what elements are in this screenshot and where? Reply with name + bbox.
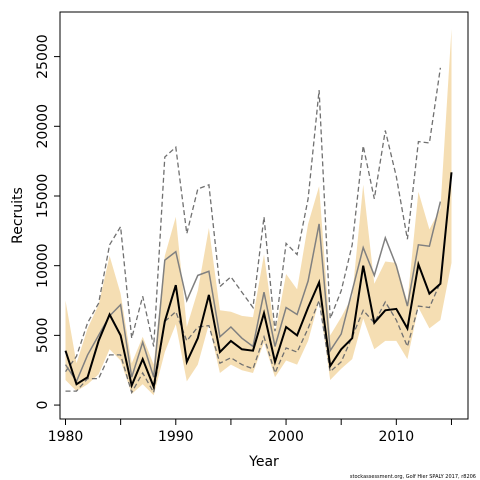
- y-tick-label: 15000: [35, 174, 51, 219]
- x-tick-label: 2010: [379, 429, 415, 445]
- comparison-line: [64, 201, 442, 383]
- confidence-band: [65, 28, 452, 396]
- y-tick-label: 10000: [35, 243, 51, 288]
- x-axis-title: Year: [248, 454, 279, 470]
- x-axis: 1980 1990 2000 2010: [48, 419, 452, 445]
- y-tick-label: 5000: [35, 318, 51, 354]
- comparison-ci-layer: [64, 67, 442, 395]
- y-axis-title: Recruits: [10, 187, 26, 244]
- y-tick-label: 25000: [35, 34, 51, 79]
- estimate-line: [64, 172, 453, 391]
- y-axis: 0 5000 10000 15000 20000 25000: [35, 34, 60, 410]
- y-tick-label: 0: [35, 401, 51, 410]
- comparison-line-layer: [64, 201, 442, 383]
- estimate-line-layer: [64, 172, 453, 391]
- comparison-ci-upper-line: [64, 67, 442, 372]
- x-tick-label: 1980: [48, 429, 84, 445]
- y-tick-label: 20000: [35, 104, 51, 149]
- source-caption: stockassessment.org, Golf Hier SPALY 201…: [350, 474, 476, 480]
- x-tick-label: 2000: [268, 429, 304, 445]
- confidence-band-layer: [65, 28, 452, 396]
- x-tick-label: 1990: [158, 429, 194, 445]
- plot-frame: [59, 11, 469, 420]
